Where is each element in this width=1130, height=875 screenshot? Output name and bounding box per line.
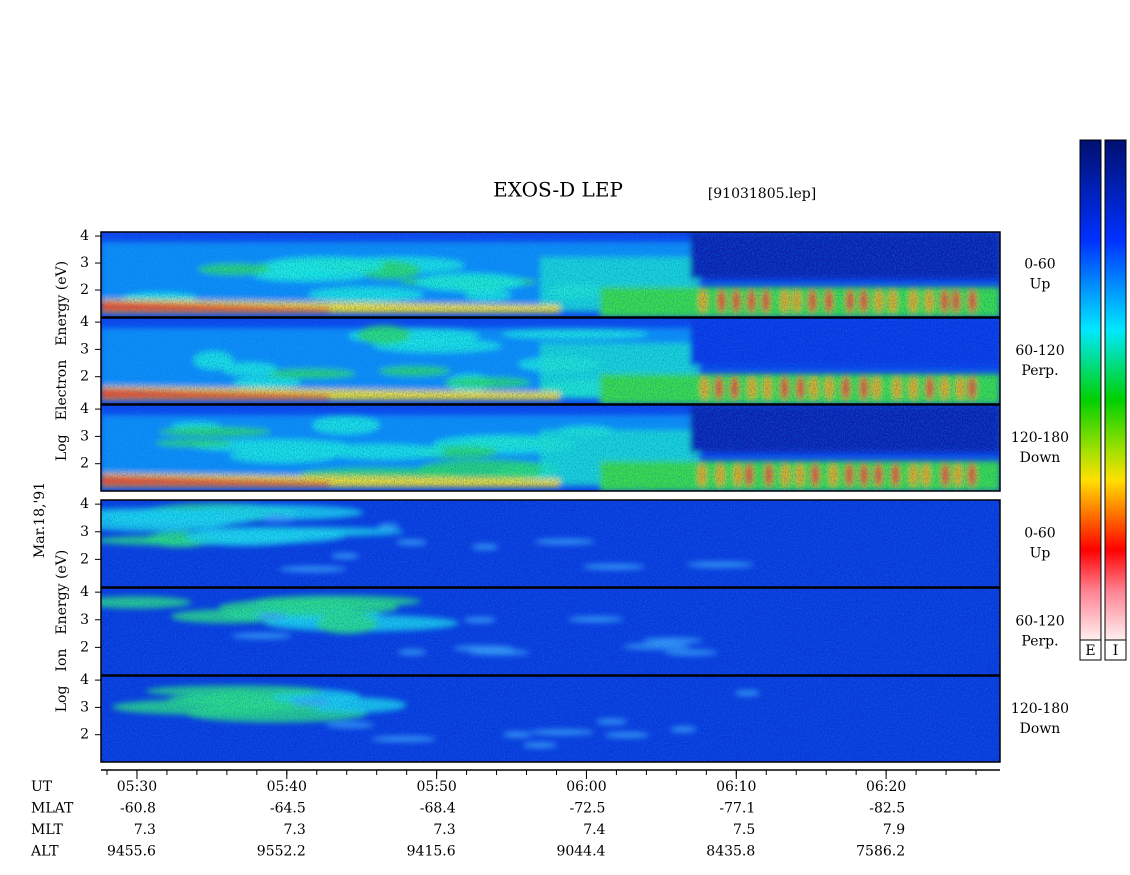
row-value: -82.5 xyxy=(869,801,905,817)
noise xyxy=(101,500,1000,587)
row-value: 9044.4 xyxy=(556,844,605,860)
group-label-word: Energy (eV) xyxy=(54,261,70,346)
row-value: 7.3 xyxy=(134,822,156,838)
row-label: MLAT xyxy=(31,801,74,817)
file-label: [91031805.lep] xyxy=(708,186,816,202)
row-label: UT xyxy=(31,779,53,795)
row-value: 9415.6 xyxy=(407,844,456,860)
row-value: 7.3 xyxy=(284,822,306,838)
spectrogram-panel xyxy=(101,676,1000,762)
panel-label: 120-180 xyxy=(1011,701,1069,717)
group-label-word: Ion xyxy=(54,649,70,672)
y-tick-label: 4 xyxy=(80,496,89,512)
row-value: 7586.2 xyxy=(856,844,905,860)
row-value: 7.9 xyxy=(883,822,905,838)
x-tick-label: 05:40 xyxy=(267,779,307,795)
row-value: -77.1 xyxy=(719,801,755,817)
noise xyxy=(101,588,1000,675)
y-tick-label: 2 xyxy=(80,727,89,743)
colorbar-label: I xyxy=(1113,643,1119,659)
panel-frame xyxy=(100,404,1001,492)
panel-label: 60-120 xyxy=(1015,614,1064,630)
y-tick-label: 3 xyxy=(80,524,89,540)
spectrogram-panel xyxy=(101,405,1000,491)
row-value: 7.4 xyxy=(583,822,605,838)
date-label: Mar.18,'91 xyxy=(32,482,48,558)
panel-frame xyxy=(100,231,1001,318)
colorbar-label: E xyxy=(1085,643,1095,659)
row-value: -64.5 xyxy=(270,801,306,817)
y-tick-label: 2 xyxy=(80,282,89,298)
noise xyxy=(101,405,1000,491)
group-label-word: Log xyxy=(54,434,70,461)
y-tick-label: 2 xyxy=(80,639,89,655)
panel-label: Up xyxy=(1030,277,1051,293)
x-tick-label: 05:30 xyxy=(117,779,157,795)
group-label: Log Ion Energy (eV) xyxy=(54,550,70,713)
row-label: ALT xyxy=(30,844,59,860)
row-value: 8435.8 xyxy=(706,844,755,860)
group-label: Log Electron Energy (eV) xyxy=(54,261,70,461)
y-tick-label: 3 xyxy=(80,699,89,715)
panel-label: 120-180 xyxy=(1011,430,1069,446)
group-label-word: Energy (eV) xyxy=(54,550,70,635)
y-tick-label: 3 xyxy=(80,255,89,271)
y-tick-label: 3 xyxy=(80,341,89,357)
y-tick-label: 4 xyxy=(80,228,89,244)
panel-frame xyxy=(100,587,1001,676)
colorbar xyxy=(1104,139,1127,641)
row-value: -72.5 xyxy=(570,801,606,817)
row-label: MLT xyxy=(31,822,63,838)
spectrogram-panel xyxy=(101,318,1000,404)
panel-label: Down xyxy=(1020,721,1061,737)
x-tick-label: 05:50 xyxy=(416,779,456,795)
spectrogram-panel xyxy=(101,588,1000,675)
panel-label: 0-60 xyxy=(1024,257,1055,273)
y-tick-label: 4 xyxy=(80,584,89,600)
panel-label: 0-60 xyxy=(1024,526,1055,542)
row-value: 9552.2 xyxy=(257,844,306,860)
panel-label: Perp. xyxy=(1021,363,1058,379)
group-label-word: Electron xyxy=(54,360,70,421)
y-tick-label: 3 xyxy=(80,612,89,628)
y-tick-label: 4 xyxy=(80,672,89,688)
row-value: 7.3 xyxy=(433,822,455,838)
spectrogram-panel xyxy=(101,500,1000,587)
panel-label: 60-120 xyxy=(1015,343,1064,359)
noise xyxy=(101,232,1000,317)
y-tick-label: 3 xyxy=(80,428,89,444)
x-tick-label: 06:20 xyxy=(866,779,906,795)
colorbar xyxy=(1079,139,1102,641)
x-tick-label: 06:00 xyxy=(566,779,606,795)
y-tick-label: 2 xyxy=(80,551,89,567)
row-value: -60.8 xyxy=(120,801,156,817)
panel-label: Down xyxy=(1020,450,1061,466)
noise xyxy=(101,676,1000,762)
y-tick-label: 2 xyxy=(80,369,89,385)
colorbar-label-box xyxy=(1104,639,1127,661)
colorbar-label-box xyxy=(1079,639,1102,661)
panel-label: Up xyxy=(1030,546,1051,562)
y-tick-label: 2 xyxy=(80,456,89,472)
x-tick-label: 06:10 xyxy=(716,779,756,795)
row-value: 7.5 xyxy=(733,822,755,838)
title: EXOS-D LEP xyxy=(493,178,623,202)
y-tick-label: 4 xyxy=(80,401,89,417)
panel-label: Perp. xyxy=(1021,634,1058,650)
row-value: -68.4 xyxy=(420,801,456,817)
panel-frame xyxy=(100,499,1001,588)
y-tick-label: 4 xyxy=(80,314,89,330)
spectrogram-panel xyxy=(101,232,1000,317)
panel-frame xyxy=(100,317,1001,405)
row-value: 9455.6 xyxy=(107,844,156,860)
group-label-word: Log xyxy=(54,686,70,713)
panel-frame xyxy=(100,675,1001,763)
noise xyxy=(101,318,1000,404)
